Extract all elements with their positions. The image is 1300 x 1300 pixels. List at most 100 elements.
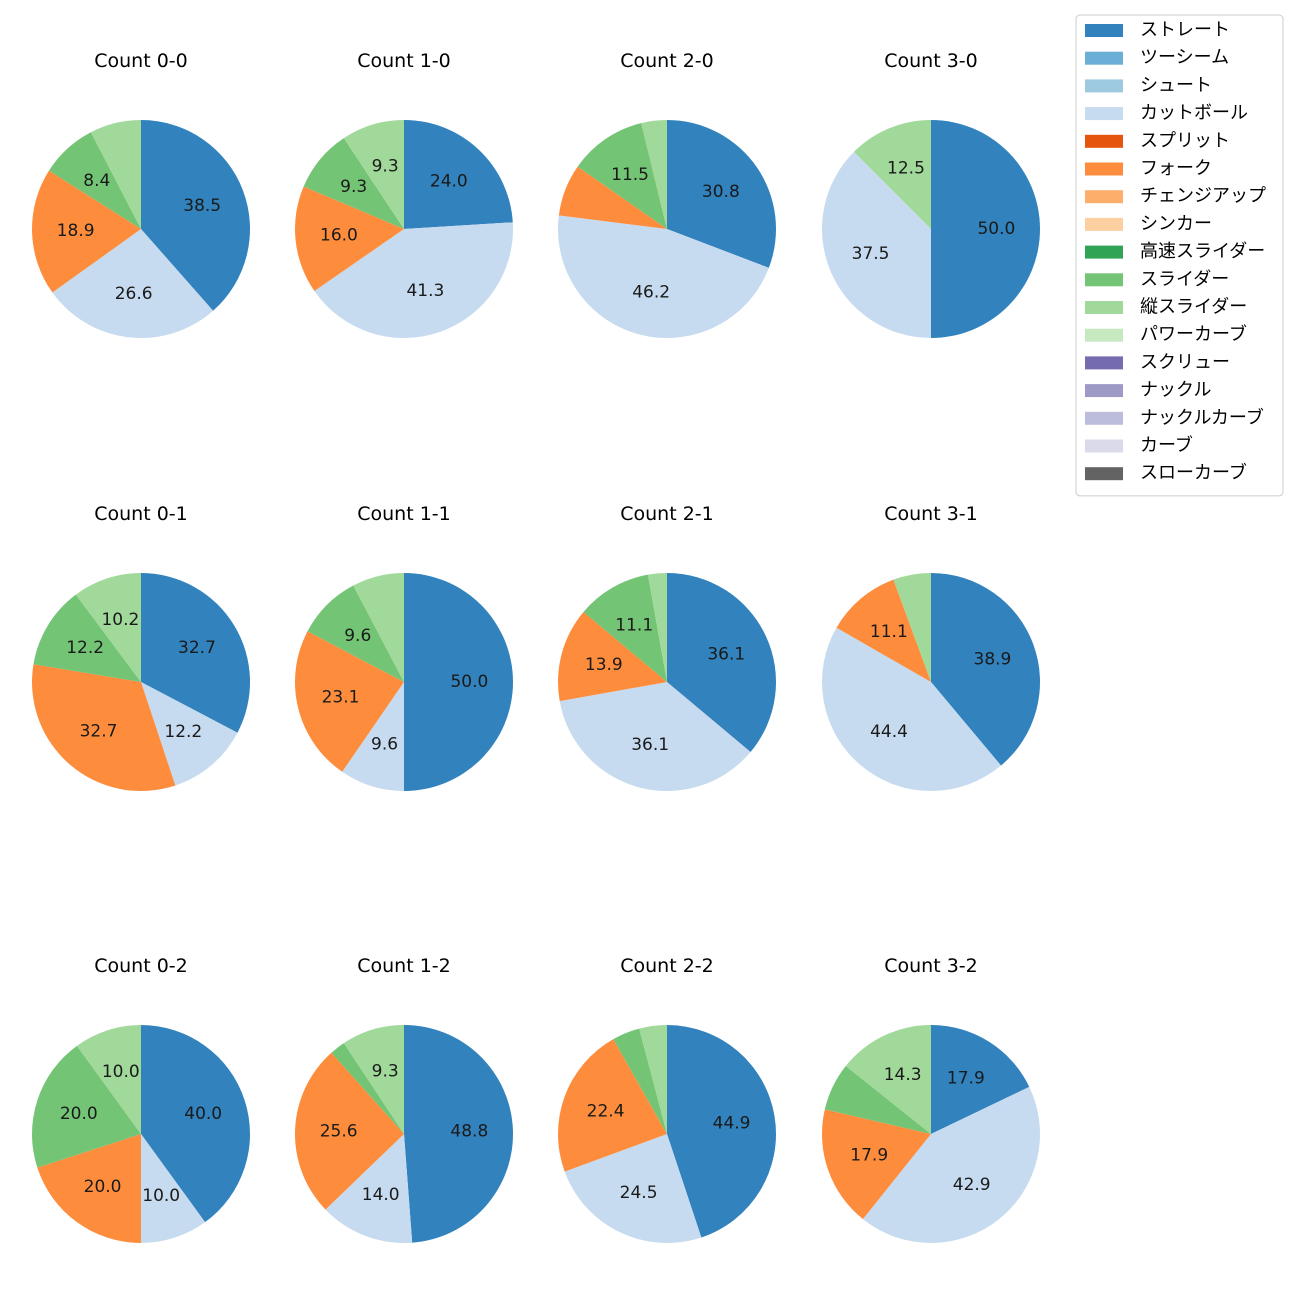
slice-label: 24.0 — [430, 171, 468, 191]
pie-slice — [667, 1025, 776, 1238]
slice-label: 46.2 — [632, 282, 670, 302]
slice-label: 50.0 — [977, 219, 1015, 239]
pie-slice — [141, 682, 238, 786]
pie-title: Count 0-2 — [94, 955, 188, 977]
pie-slice — [558, 215, 769, 338]
legend-swatch — [1085, 107, 1123, 121]
pie-chart: Count 3-1 38.9 44.4 11.1 — [821, 503, 1041, 792]
legend-label: ナックル — [1140, 380, 1211, 401]
slice-label: 38.5 — [183, 196, 221, 216]
slice-label: 24.5 — [620, 1183, 658, 1203]
legend-label: シュート — [1140, 75, 1212, 96]
slice-label: 11.5 — [611, 165, 649, 185]
legend-swatch — [1085, 384, 1123, 398]
slice-label: 10.0 — [142, 1186, 180, 1206]
legend-swatch — [1085, 190, 1123, 204]
pie-slice — [90, 120, 141, 229]
slice-label: 13.9 — [585, 655, 623, 675]
slice-label: 50.0 — [450, 672, 488, 692]
pie-chart: Count 0-1 32.7 12.2 32.7 12.2 10.2 — [31, 503, 250, 791]
pie-slice — [75, 573, 141, 682]
pie-title: Count 0-0 — [94, 50, 188, 72]
legend-swatch — [1085, 51, 1123, 65]
pie-slice — [353, 573, 404, 682]
slice-label: 30.8 — [702, 182, 740, 202]
pie-chart: Count 1-1 50.0 9.6 23.1 9.6 — [294, 503, 513, 791]
legend-label: スローカーブ — [1140, 462, 1247, 484]
legend-label: ナックルカーブ — [1140, 406, 1264, 428]
legend-label: 縦スライダー — [1140, 297, 1247, 318]
pie-chart: Count 1-2 48.8 14.0 25.6 9.3 — [294, 955, 513, 1243]
slice-label: 9.6 — [371, 734, 398, 754]
pie-chart: Count 2-1 36.1 36.1 13.9 11.1 — [557, 503, 777, 792]
pie-slice — [307, 585, 404, 682]
pie-slice — [558, 166, 667, 229]
pie-title: Count 1-2 — [357, 955, 451, 977]
pie-slice — [862, 1086, 1040, 1243]
pie-panels: Count 0-0 38.5 26.6 18.9 8.4 Count 1-0 24.0 41.… — [31, 50, 1041, 1243]
slice-label: 11.1 — [615, 615, 653, 635]
slice-label: 20.0 — [60, 1104, 98, 1124]
legend-swatch — [1085, 439, 1123, 453]
pie-slice — [931, 120, 1040, 338]
legend-item: パワーカーブ — [1085, 323, 1247, 345]
pie-slice — [303, 138, 404, 229]
legend-item: シンカー — [1085, 213, 1212, 234]
pie-slice — [343, 120, 404, 229]
legend-label: フォーク — [1140, 158, 1212, 179]
slice-label: 44.4 — [870, 722, 908, 742]
pie-slice — [343, 1025, 404, 1134]
pie-slice — [31, 664, 176, 791]
legend-swatch — [1085, 162, 1123, 176]
pie-slice — [331, 1043, 404, 1134]
legend-swatch — [1085, 467, 1123, 481]
legend-label: スクリュー — [1140, 352, 1230, 373]
legend-label: 高速スライダー — [1140, 241, 1265, 262]
pie-slice — [558, 1039, 667, 1172]
legend-label: シンカー — [1140, 213, 1212, 234]
legend-item: ツーシーム — [1085, 47, 1229, 68]
legend-swatch — [1085, 245, 1123, 259]
slice-label: 40.0 — [184, 1104, 222, 1124]
slice-label: 32.7 — [178, 638, 216, 658]
pie-slice — [824, 1066, 931, 1134]
pie-title: Count 2-0 — [620, 50, 714, 72]
legend-swatch — [1085, 301, 1123, 314]
pie-slice — [404, 1025, 513, 1243]
slice-label: 9.3 — [372, 1061, 399, 1081]
pie-slice — [564, 1134, 702, 1243]
pie-slice — [294, 186, 404, 292]
legend-swatch — [1085, 411, 1123, 425]
pie-slice — [641, 120, 667, 229]
legend-item: スプリット — [1085, 130, 1230, 151]
pie-title: Count 3-1 — [884, 503, 978, 525]
pie-title: Count 2-1 — [620, 503, 714, 525]
legend-swatch — [1085, 79, 1123, 93]
legend-item: 高速スライダー — [1085, 241, 1265, 262]
pie-slice — [31, 1045, 142, 1168]
pie-slice — [853, 120, 931, 229]
legend-label: チェンジアップ — [1140, 186, 1266, 207]
legend-label: スプリット — [1140, 130, 1230, 151]
pie-slice — [52, 229, 214, 338]
pie-slice — [822, 151, 931, 338]
pie-slice — [48, 132, 141, 229]
legend-item: フォーク — [1085, 158, 1212, 179]
slice-label: 36.1 — [707, 644, 745, 664]
pie-slice — [836, 579, 931, 682]
pie-slice — [342, 682, 404, 791]
slice-label: 41.3 — [406, 281, 444, 301]
pie-slice — [404, 120, 513, 229]
pie-slice — [667, 120, 776, 268]
pie-slice — [32, 170, 141, 293]
pie-slice — [294, 631, 404, 772]
legend-swatch — [1085, 217, 1123, 231]
pie-chart: Count 3-2 17.9 42.9 17.9 14.3 — [822, 955, 1040, 1243]
pie-slice — [647, 572, 667, 682]
pie-slice — [33, 594, 142, 682]
pie-chart: Count 3-0 50.0 37.5 12.5 — [822, 50, 1040, 338]
slice-label: 23.1 — [322, 688, 360, 708]
legend-frame — [1075, 14, 1284, 497]
legend-item: ナックル — [1085, 380, 1211, 401]
